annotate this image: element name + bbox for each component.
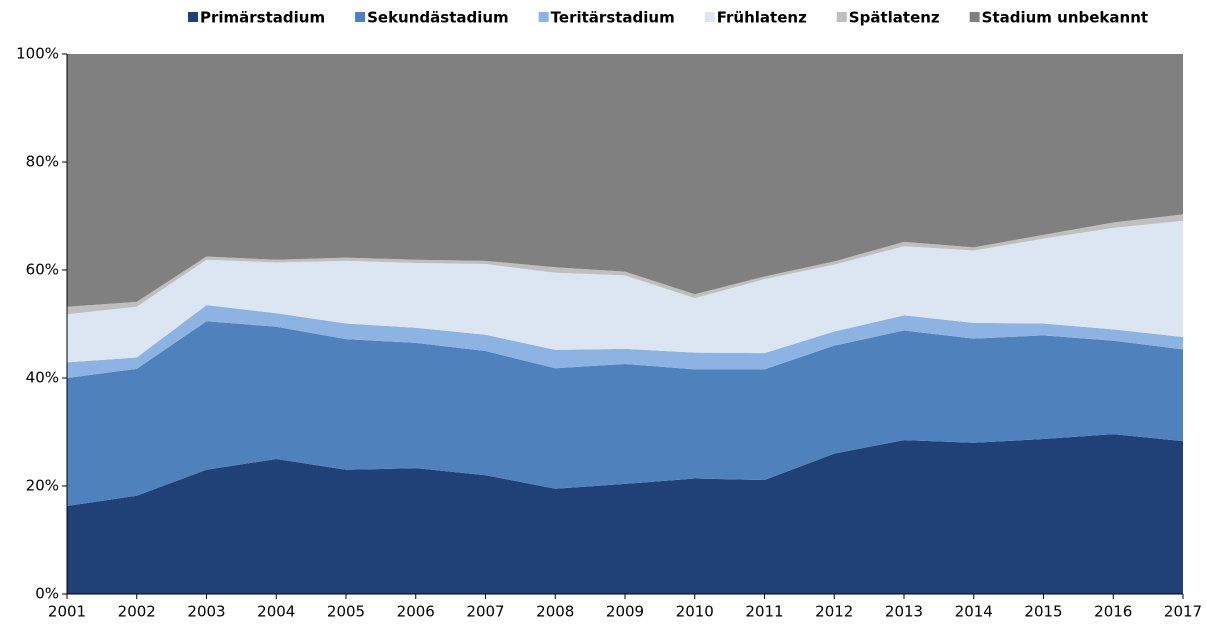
y-tick-label: 0%: [35, 585, 59, 603]
x-tick-label: 2002: [118, 603, 156, 621]
x-tick-label: 2007: [466, 603, 504, 621]
legend-text: Sekundästadium: [367, 9, 509, 27]
area: [67, 220, 1183, 363]
x-tick-label: 2014: [955, 603, 993, 621]
y-tick-label: 40%: [26, 369, 59, 387]
legend-swatch: [188, 12, 198, 22]
area: [67, 305, 1183, 378]
x-tick-label: 2010: [676, 603, 714, 621]
legend-swatch: [538, 12, 549, 22]
area: [67, 434, 1183, 594]
x-tick-label: 2008: [536, 603, 574, 621]
legend-text: Stadium unbekannt: [982, 9, 1148, 27]
area: [67, 54, 1183, 307]
x-tick-label: 2006: [397, 603, 435, 621]
y-tick-label: 60%: [26, 261, 59, 279]
x-tick-label: 2013: [885, 603, 923, 621]
legend-text: Primärstadium: [200, 9, 325, 27]
x-tick-label: 2003: [187, 603, 225, 621]
legend-swatch: [969, 12, 980, 22]
x-tick-label: 2017: [1164, 603, 1202, 621]
area: [67, 321, 1183, 506]
x-tick-label: 2005: [327, 603, 365, 621]
legend-text: Frühlatenz: [717, 9, 807, 27]
y-tick-label: 100%: [16, 45, 59, 63]
x-tick-label: 2016: [1094, 603, 1132, 621]
legend-swatch: [704, 12, 715, 22]
x-tick-label: 2012: [815, 603, 853, 621]
legend-swatch: [355, 12, 366, 22]
x-tick-label: 2004: [257, 603, 295, 621]
legend-text: Teritärstadium: [551, 9, 675, 27]
x-tick-label: 2009: [606, 603, 644, 621]
x-tick-label: 2001: [48, 603, 86, 621]
x-tick-label: 2015: [1024, 603, 1062, 621]
legend-swatch: [836, 12, 847, 22]
legend-text: Spätlatenz: [849, 9, 940, 27]
y-tick-label: 20%: [26, 477, 59, 495]
y-tick-label: 80%: [26, 153, 59, 171]
x-tick-label: 2011: [745, 603, 783, 621]
